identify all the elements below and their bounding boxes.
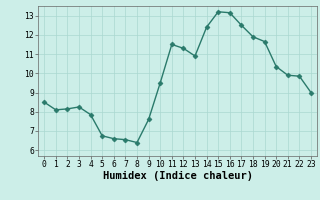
X-axis label: Humidex (Indice chaleur): Humidex (Indice chaleur) bbox=[103, 171, 252, 181]
